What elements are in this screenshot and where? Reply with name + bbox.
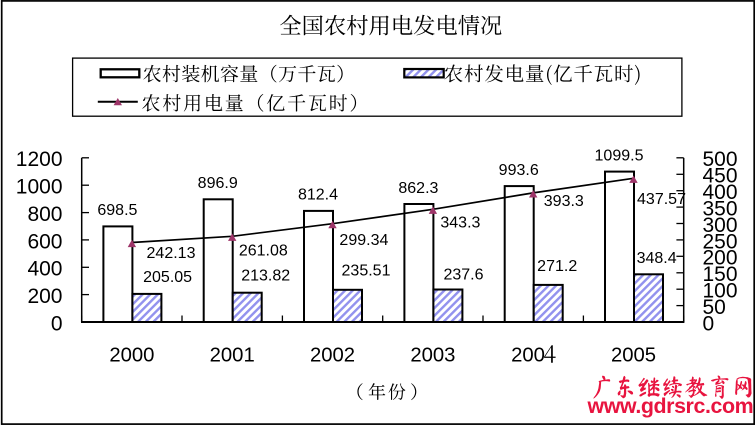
- svg-text:242.13: 242.13: [147, 245, 196, 262]
- svg-text:0: 0: [703, 312, 715, 335]
- svg-text:437.57: 437.57: [637, 191, 686, 208]
- svg-text:600: 600: [27, 230, 62, 253]
- svg-text:50: 50: [703, 296, 726, 319]
- svg-text:205.05: 205.05: [143, 269, 192, 286]
- svg-text:1200: 1200: [16, 148, 63, 171]
- svg-text:450: 450: [703, 165, 738, 188]
- svg-text:350: 350: [703, 198, 738, 221]
- svg-text:400: 400: [27, 258, 62, 281]
- svg-text:348.4: 348.4: [637, 250, 677, 267]
- svg-text:896.9: 896.9: [198, 175, 238, 192]
- svg-text:200: 200: [511, 344, 545, 366]
- svg-text:862.3: 862.3: [398, 180, 438, 197]
- svg-text:2000: 2000: [109, 344, 154, 366]
- svg-text:100: 100: [703, 280, 738, 303]
- svg-text:250: 250: [703, 230, 738, 253]
- svg-text:343.3: 343.3: [440, 215, 480, 232]
- svg-text:393.3: 393.3: [544, 193, 584, 210]
- svg-text:235.51: 235.51: [342, 262, 391, 279]
- svg-text:237.6: 237.6: [443, 267, 483, 284]
- svg-text:150: 150: [703, 263, 738, 286]
- svg-text:200: 200: [27, 285, 62, 308]
- svg-text:300: 300: [703, 214, 738, 237]
- svg-text:993.6: 993.6: [499, 162, 539, 179]
- svg-text:200: 200: [703, 247, 738, 270]
- svg-text:800: 800: [27, 203, 62, 226]
- svg-text:2003: 2003: [410, 344, 455, 366]
- svg-text:812.4: 812.4: [298, 187, 338, 204]
- svg-text:698.5: 698.5: [97, 202, 137, 219]
- svg-text:2001: 2001: [210, 344, 255, 366]
- svg-text:2005: 2005: [611, 344, 656, 366]
- svg-text:2002: 2002: [310, 344, 355, 366]
- svg-text:1000: 1000: [16, 176, 63, 199]
- svg-text:261.08: 261.08: [239, 243, 288, 260]
- svg-text:0: 0: [51, 312, 63, 335]
- svg-text:299.34: 299.34: [339, 232, 388, 249]
- svg-text:400: 400: [703, 181, 738, 204]
- svg-text:500: 500: [703, 148, 738, 171]
- svg-text:1099.5: 1099.5: [595, 147, 644, 164]
- svg-text:213.82: 213.82: [241, 267, 290, 284]
- svg-text:271.2: 271.2: [537, 258, 577, 275]
- svg-text:www.gdrsrc.com: www.gdrsrc.com: [587, 394, 754, 418]
